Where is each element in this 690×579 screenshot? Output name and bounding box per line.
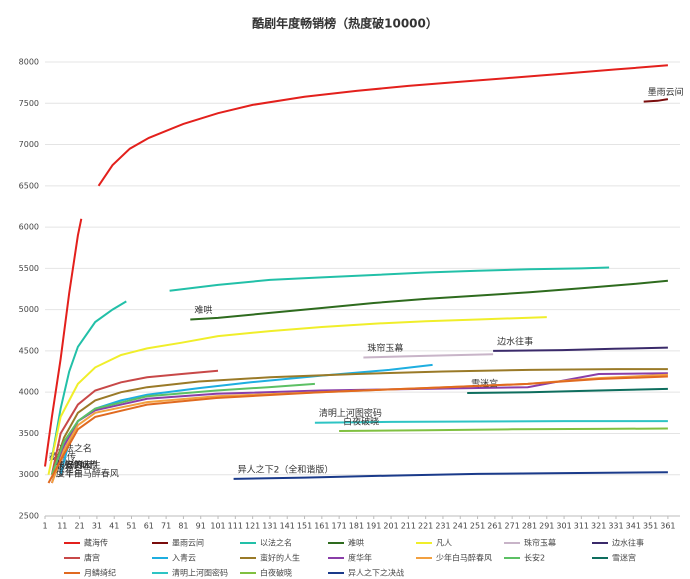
x-tick-label: 281 (522, 522, 537, 531)
y-tick-label: 5000 (19, 305, 39, 314)
y-tick-label: 3000 (19, 470, 39, 479)
x-tick-label: 271 (505, 522, 520, 531)
annotation: 白夜破晓 (343, 415, 379, 427)
legend-label: 墨雨云间 (172, 539, 204, 548)
annotation: 蛮好的人生 (56, 459, 101, 471)
x-tick-label: 251 (470, 522, 485, 531)
legend-label: 难哄 (348, 538, 364, 548)
x-tick-label: 191 (366, 522, 381, 531)
x-tick-label: 171 (332, 522, 347, 531)
annotation: 异人之下2（全和谐版） (238, 463, 334, 475)
x-tick-label: 311 (574, 522, 589, 531)
x-tick-label: 291 (539, 522, 554, 531)
x-tick-label: 141 (280, 522, 295, 531)
series-line (50, 369, 219, 475)
x-tick-label: 151 (297, 522, 312, 531)
x-tick-label: 51 (126, 522, 136, 531)
x-tick-label: 21 (75, 522, 85, 531)
x-tick-label: 31 (92, 522, 102, 531)
series-line (233, 471, 668, 480)
legend-label: 雪迷宫 (612, 553, 636, 563)
annotation: 雪迷宫 (471, 378, 498, 390)
x-tick-label: 181 (349, 522, 364, 531)
y-tick-label: 6500 (19, 181, 39, 190)
x-tick-label: 361 (660, 522, 675, 531)
x-tick-label: 131 (262, 522, 277, 531)
legend-label: 长安2 (524, 553, 545, 563)
series-line (47, 375, 668, 484)
legend-label: 少年白马醉春风 (436, 553, 492, 563)
series-line (467, 387, 668, 394)
annotation: 少年白马醉春风 (56, 467, 119, 479)
x-tick-label: 201 (383, 522, 398, 531)
x-tick-label: 301 (556, 522, 571, 531)
x-tick-label: 121 (245, 522, 260, 531)
x-tick-label: 211 (401, 522, 416, 531)
chart-title: 酷剧年度畅销榜（热度破10000） (252, 16, 438, 31)
x-tick-label: 61 (144, 522, 154, 531)
x-tick-label: 231 (435, 522, 450, 531)
legend-label: 蛮好的人生 (260, 553, 300, 563)
x-tick-label: 321 (591, 522, 606, 531)
x-tick-label: 261 (487, 522, 502, 531)
series-line (44, 64, 668, 467)
legend-label: 异人之下之决战 (348, 568, 404, 578)
legend-label: 边水往事 (612, 538, 644, 548)
series-line (47, 316, 547, 475)
x-tick-label: 241 (453, 522, 468, 531)
y-tick-label: 6000 (19, 223, 39, 232)
legend-label: 白夜破晓 (260, 568, 292, 578)
annotation: 边水往事 (497, 335, 533, 347)
x-tick-label: 1 (42, 522, 47, 531)
x-tick-label: 351 (643, 522, 658, 531)
series-line (190, 279, 668, 321)
x-tick-label: 341 (626, 522, 641, 531)
x-tick-label: 331 (608, 522, 623, 531)
y-tick-label: 5500 (19, 264, 39, 273)
y-tick-label: 4500 (19, 346, 39, 355)
annotation: 清明上河图密码 (319, 407, 382, 419)
series-line (493, 346, 668, 352)
x-tick-label: 161 (314, 522, 329, 531)
legend-label: 以法之名 (260, 538, 292, 548)
y-tick-label: 7000 (19, 140, 39, 149)
annotation: 难哄 (194, 305, 212, 316)
x-tick-label: 91 (196, 522, 206, 531)
annotation: 度华年 (56, 467, 83, 479)
y-tick-label: 8000 (19, 58, 39, 67)
annotation: 长安24计 (56, 459, 94, 471)
legend-label: 珠帘玉幕 (524, 538, 556, 548)
legend-label: 凡人 (436, 539, 452, 548)
legend-label: 唐宫 (84, 553, 100, 563)
y-tick-label: 4000 (19, 388, 39, 397)
legend-label: 入青云 (172, 553, 196, 563)
y-tick-label: 3500 (19, 429, 39, 438)
series-line (50, 382, 315, 476)
y-tick-label: 2500 (19, 512, 39, 521)
x-tick-label: 101 (210, 522, 225, 531)
series-line (363, 353, 494, 359)
annotation: 入青云 (65, 459, 92, 471)
x-tick-label: 111 (228, 522, 243, 531)
annotation: 墨雨云间 (648, 86, 684, 98)
legend-label: 度华年 (348, 553, 372, 563)
series-line (339, 427, 668, 432)
series-line (643, 98, 669, 103)
x-tick-label: 221 (418, 522, 433, 531)
legend-label: 藏海传 (84, 538, 108, 548)
legend-label: 月鳞绮纪 (84, 568, 116, 578)
y-tick-label: 7500 (19, 99, 39, 108)
annotation: 珠帘玉幕 (367, 342, 403, 354)
x-tick-label: 71 (161, 522, 171, 531)
series-line (314, 420, 668, 424)
series-line (50, 368, 668, 476)
x-tick-label: 41 (109, 522, 119, 531)
series-line (50, 266, 610, 459)
x-tick-label: 11 (57, 522, 67, 531)
legend-label: 清明上河图密码 (172, 568, 228, 578)
x-tick-label: 81 (178, 522, 188, 531)
